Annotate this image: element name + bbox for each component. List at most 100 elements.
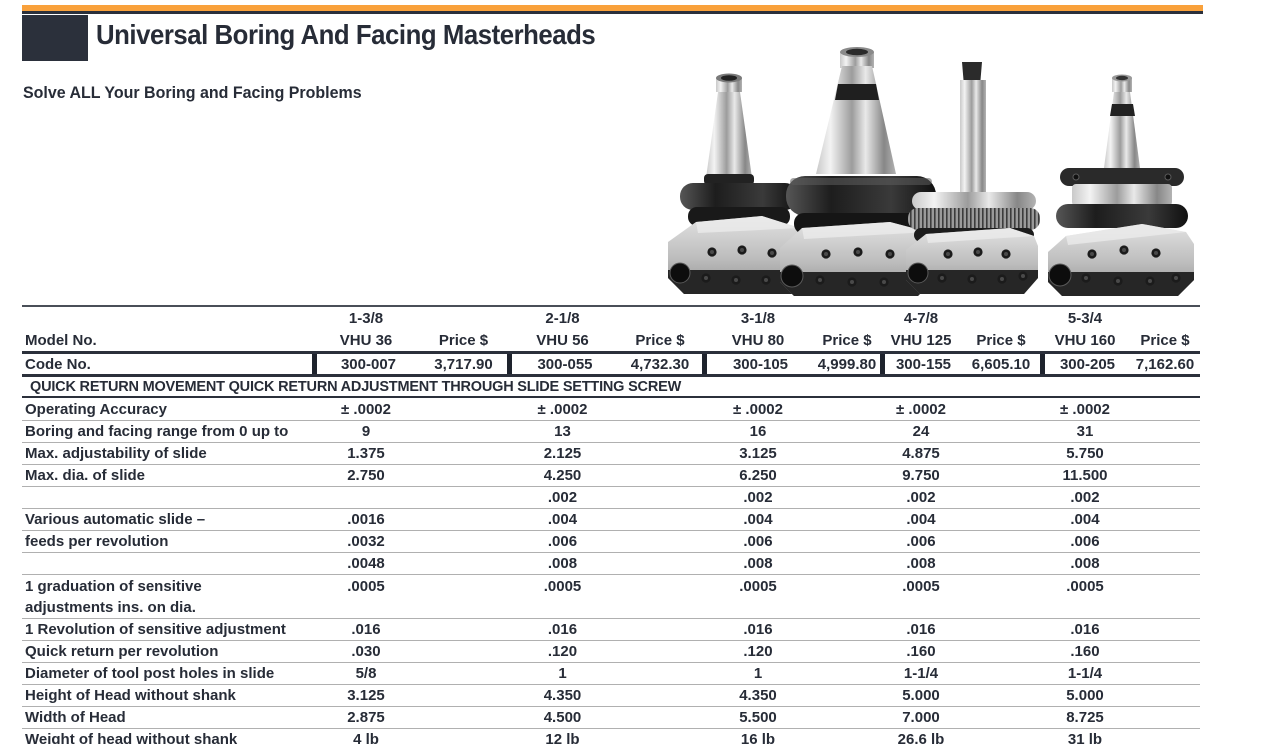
spec-value: 6.250 — [739, 467, 777, 484]
price-value: 6,605.10 — [971, 355, 1031, 373]
code-no-label: Code No. — [25, 355, 91, 373]
spec-value: .016 — [351, 621, 381, 638]
spec-value: .030 — [351, 643, 381, 660]
price-value: 7,162.60 — [1135, 355, 1195, 373]
spec-value: .120 — [743, 643, 773, 660]
spec-row-label: Max. adjustability of slide — [25, 445, 207, 462]
code-number: 300-205 — [1040, 354, 1130, 374]
spec-value: .0005 — [739, 578, 777, 595]
spec-value: .016 — [1070, 621, 1100, 638]
spec-value: 9 — [361, 423, 371, 440]
spec-value: 5.500 — [739, 709, 777, 726]
spec-value: .008 — [906, 555, 936, 572]
page-title: Universal Boring And Facing Masterheads — [96, 19, 596, 50]
accent-topbar — [22, 5, 1203, 14]
spec-row-label: Operating Accuracy — [25, 400, 167, 418]
spec-table: 1-3/8 2-1/8 3-1/8 4-7/8 5-3/4 Model No. VHU 36… — [22, 305, 1200, 744]
spec-value: .160 — [906, 643, 936, 660]
spec-value: .006 — [906, 533, 936, 550]
masterhead-photo-4 — [1048, 74, 1194, 296]
spec-value: .120 — [547, 643, 578, 660]
price-header: Price $ — [635, 331, 685, 349]
spec-value: .016 — [906, 621, 936, 638]
spec-value: 5.000 — [902, 687, 940, 704]
spec-value: 16 lb — [740, 731, 776, 744]
spec-value: 3.125 — [739, 445, 777, 462]
spec-value: 12 lb — [545, 731, 580, 744]
price-value: 3,717.90 — [434, 355, 493, 373]
spec-price-gap — [962, 575, 1040, 576]
spec-row-label: Width of Head — [25, 709, 126, 726]
spec-value: .004 — [547, 511, 578, 528]
spec-value: 9.750 — [902, 467, 940, 484]
spec-value: .008 — [743, 555, 773, 572]
spec-value: 16 — [749, 423, 767, 440]
spec-value: .016 — [547, 621, 578, 638]
spec-value: 5/8 — [355, 665, 377, 682]
spec-value: .0005 — [902, 578, 940, 595]
spec-value: 3.125 — [347, 687, 385, 704]
size-header: 3-1/8 — [740, 309, 776, 327]
spec-value: .0005 — [543, 578, 582, 595]
spec-value: .006 — [547, 533, 578, 550]
spec-value: .006 — [743, 533, 773, 550]
spec-price-gap — [618, 575, 702, 576]
spec-row-label: 1 Revolution of sensitive adjustment — [25, 621, 286, 638]
size-header: 2-1/8 — [545, 309, 580, 327]
code-number: 300-007 — [312, 354, 420, 374]
spec-value: .004 — [1070, 511, 1100, 528]
spec-row-label: Various automatic slide – — [25, 511, 206, 528]
masterhead-photo-3 — [906, 62, 1040, 294]
spec-value: 7.000 — [902, 709, 940, 726]
spec-row-label: Weight of head without shank — [25, 731, 238, 744]
spec-value: ± .0002 — [537, 400, 588, 418]
spec-value: 2.750 — [347, 467, 385, 484]
spec-value: .016 — [743, 621, 773, 638]
spec-value: 11.500 — [1062, 467, 1108, 484]
spec-value: 31 — [1076, 423, 1094, 440]
code-number: 300-105 — [702, 354, 814, 374]
model-no-header: Model No. — [25, 331, 97, 349]
spec-value: 4.875 — [902, 445, 940, 462]
spec-value: .002 — [1070, 489, 1100, 506]
price-header: Price $ — [822, 331, 872, 349]
page-subtitle: Solve ALL Your Boring and Facing Problem… — [23, 83, 362, 102]
spec-value: .160 — [1070, 643, 1100, 660]
spec-value: 8.725 — [1066, 709, 1104, 726]
size-header: 1-3/8 — [348, 309, 384, 327]
spec-value: .008 — [547, 555, 578, 572]
model-name-header: VHU 160 — [1054, 331, 1116, 349]
spec-value: ± .0002 — [341, 400, 391, 418]
model-name-header: VHU 80 — [731, 331, 785, 349]
price-value: 4,999.80 — [817, 355, 877, 373]
spec-price-gap — [1130, 575, 1200, 576]
code-number: 300-155 — [880, 354, 962, 374]
spec-value: 1-1/4 — [1067, 665, 1103, 682]
spec-value: 2.875 — [347, 709, 385, 726]
model-name-header: VHU 36 — [339, 331, 393, 349]
spec-row-label: Max. dia. of slide — [25, 467, 146, 484]
spec-row-label: Boring and facing range from 0 up to — [25, 423, 289, 440]
spec-value: 4.350 — [739, 687, 777, 704]
spec-row-label: Quick return per revolution — [25, 643, 219, 660]
spec-row-label: Diameter of tool post holes in slide — [25, 665, 275, 682]
spec-value: 4 lb — [353, 731, 379, 744]
spec-value: 1 — [753, 665, 763, 682]
spec-row-label: Height of Head without shank — [25, 687, 236, 704]
spec-price-gap — [420, 575, 507, 576]
price-header: Price $ — [438, 331, 489, 349]
spec-value: .0032 — [347, 533, 385, 550]
spec-value: ± .0002 — [896, 400, 946, 418]
spec-value: 4.250 — [543, 467, 582, 484]
spec-value: .004 — [743, 511, 773, 528]
price-value: 4,732.30 — [630, 355, 690, 373]
spec-row-label: feeds per revolution — [25, 533, 169, 550]
spec-value: 4.350 — [543, 687, 582, 704]
spec-value: 13 — [554, 423, 571, 440]
spec-value: .008 — [1070, 555, 1100, 572]
size-header: 4-7/8 — [903, 309, 939, 327]
spec-value: .006 — [1070, 533, 1100, 550]
spec-value: 5.750 — [1066, 445, 1104, 462]
spec-value: 31 lb — [1067, 731, 1103, 744]
spec-value: 1.375 — [347, 445, 385, 462]
